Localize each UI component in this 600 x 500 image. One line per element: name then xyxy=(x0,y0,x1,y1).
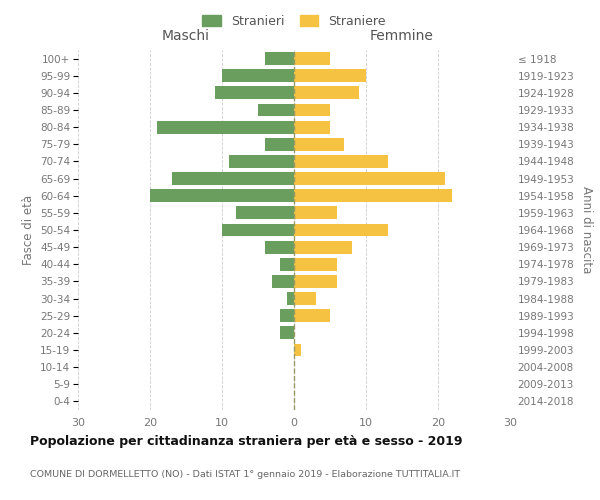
Bar xyxy=(172,172,294,185)
Bar xyxy=(157,120,294,134)
Text: Femmine: Femmine xyxy=(370,29,434,43)
Bar xyxy=(294,190,452,202)
Bar xyxy=(294,52,330,65)
Bar xyxy=(294,292,316,305)
Bar xyxy=(222,224,294,236)
Y-axis label: Fasce di età: Fasce di età xyxy=(22,195,35,265)
Bar xyxy=(287,292,294,305)
Bar xyxy=(229,155,294,168)
Bar xyxy=(294,240,352,254)
Text: COMUNE DI DORMELLETTO (NO) - Dati ISTAT 1° gennaio 2019 - Elaborazione TUTTITALI: COMUNE DI DORMELLETTO (NO) - Dati ISTAT … xyxy=(30,470,460,479)
Bar xyxy=(222,70,294,82)
Text: Popolazione per cittadinanza straniera per età e sesso - 2019: Popolazione per cittadinanza straniera p… xyxy=(30,435,463,448)
Bar xyxy=(294,310,330,322)
Text: Maschi: Maschi xyxy=(162,29,210,43)
Bar xyxy=(294,70,366,82)
Bar xyxy=(294,155,388,168)
Bar xyxy=(265,52,294,65)
Bar xyxy=(294,224,388,236)
Bar xyxy=(294,344,301,356)
Bar xyxy=(280,258,294,270)
Y-axis label: Anni di nascita: Anni di nascita xyxy=(580,186,593,274)
Legend: Stranieri, Straniere: Stranieri, Straniere xyxy=(199,11,389,32)
Bar xyxy=(258,104,294,117)
Bar xyxy=(294,258,337,270)
Bar xyxy=(294,104,330,117)
Bar xyxy=(265,138,294,150)
Bar xyxy=(150,190,294,202)
Bar xyxy=(294,172,445,185)
Bar xyxy=(280,310,294,322)
Bar xyxy=(280,326,294,340)
Bar xyxy=(294,86,359,100)
Bar xyxy=(294,138,344,150)
Bar xyxy=(294,120,330,134)
Bar xyxy=(294,206,337,220)
Bar xyxy=(294,275,337,288)
Bar xyxy=(236,206,294,220)
Bar xyxy=(215,86,294,100)
Bar xyxy=(272,275,294,288)
Bar xyxy=(265,240,294,254)
